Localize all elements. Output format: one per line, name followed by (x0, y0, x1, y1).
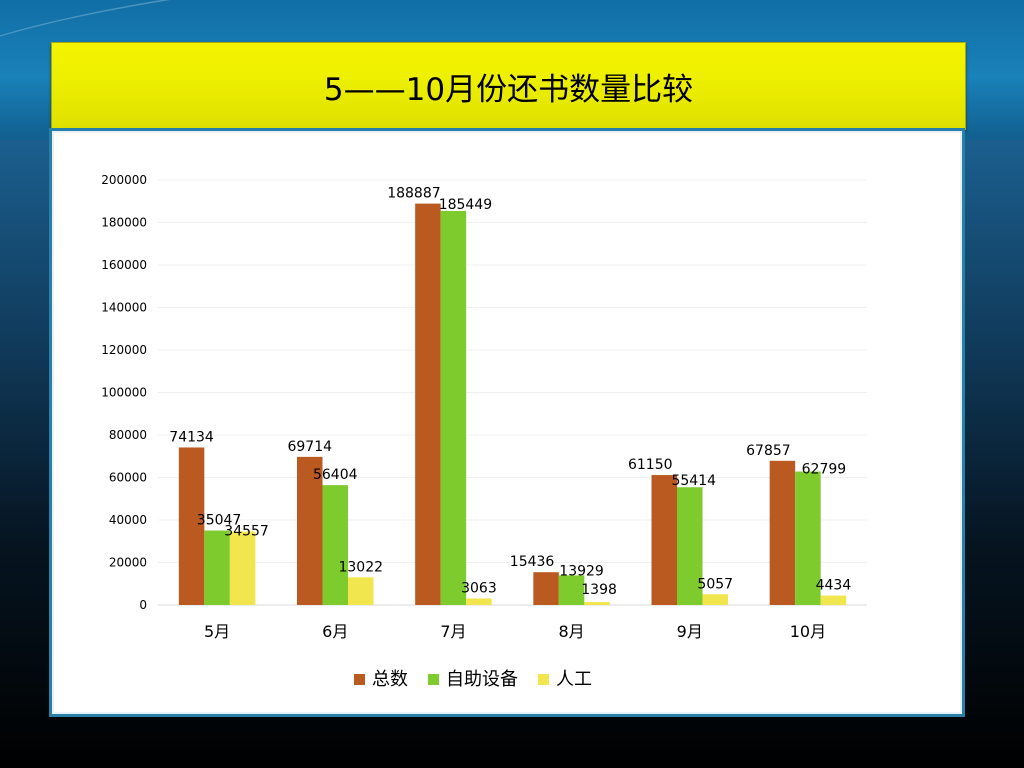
y-tick-label: 60000 (109, 471, 147, 485)
bar (178, 447, 205, 605)
bar (820, 595, 847, 605)
x-tick-label: 6月 (322, 622, 348, 641)
bar (677, 487, 703, 605)
legend-entry: 人工 (556, 669, 592, 690)
y-tick-label: 100000 (101, 386, 147, 400)
data-label: 69714 (287, 439, 332, 455)
x-tick-label: 9月 (677, 622, 703, 641)
legend-entry: 自助设备 (446, 669, 518, 690)
bar (584, 602, 610, 605)
x-tick-label: 7月 (440, 622, 466, 641)
bar (229, 531, 256, 605)
data-label: 13022 (338, 559, 383, 575)
chart-panel: 0 20000 40000 60000 80000 100000 120000 140000 1… (49, 128, 965, 717)
data-label: 35047 (197, 513, 242, 529)
bar (297, 456, 323, 605)
y-tick-label: 80000 (109, 428, 147, 442)
bar (558, 575, 585, 605)
y-tick-label: 160000 (101, 258, 147, 272)
x-tick-label: 5月 (204, 622, 230, 641)
y-tick-label: 20000 (109, 556, 147, 570)
bar (651, 475, 677, 605)
bar (769, 460, 796, 605)
x-tick-label: 10月 (790, 622, 826, 641)
y-tick-label: 140000 (101, 301, 147, 315)
data-label: 4434 (816, 578, 852, 594)
bar (348, 577, 374, 605)
y-tick-label: 0 (139, 598, 147, 612)
bar (466, 598, 492, 605)
y-tick-label: 180000 (101, 216, 147, 230)
bar (415, 203, 441, 606)
legend-swatch (428, 674, 439, 685)
data-label: 56404 (313, 467, 358, 483)
x-tick-label: 8月 (558, 622, 584, 641)
legend-swatch (538, 674, 549, 685)
data-label: 13929 (559, 563, 604, 579)
data-label: 1398 (581, 582, 617, 598)
bar (204, 530, 230, 605)
y-tick-label: 120000 (101, 343, 147, 357)
data-label: 74134 (169, 429, 214, 445)
y-tick-label: 40000 (109, 513, 147, 527)
slide-title: 5——10月份还书数量比较 (323, 71, 694, 108)
data-label: 185449 (439, 197, 492, 213)
data-label: 34557 (224, 524, 269, 540)
bar (702, 594, 728, 605)
data-label: 62799 (802, 462, 847, 478)
data-label: 61150 (628, 457, 673, 473)
legend-swatch (354, 674, 365, 685)
bar (795, 471, 821, 605)
data-label: 55414 (671, 473, 716, 489)
title-bar: 5——10月份还书数量比较 (51, 42, 966, 130)
bar-chart: 0 20000 40000 60000 80000 100000 120000 140000 1… (101, 173, 867, 690)
bar (322, 485, 348, 605)
data-label: 15436 (510, 554, 555, 570)
bar (533, 572, 559, 605)
data-label: 188887 (387, 186, 440, 202)
legend-entry: 总数 (372, 669, 408, 690)
bar (440, 210, 467, 605)
data-label: 5057 (697, 576, 733, 592)
y-tick-label: 200000 (101, 173, 147, 187)
data-label: 3063 (461, 580, 497, 596)
data-label: 67857 (746, 443, 791, 459)
